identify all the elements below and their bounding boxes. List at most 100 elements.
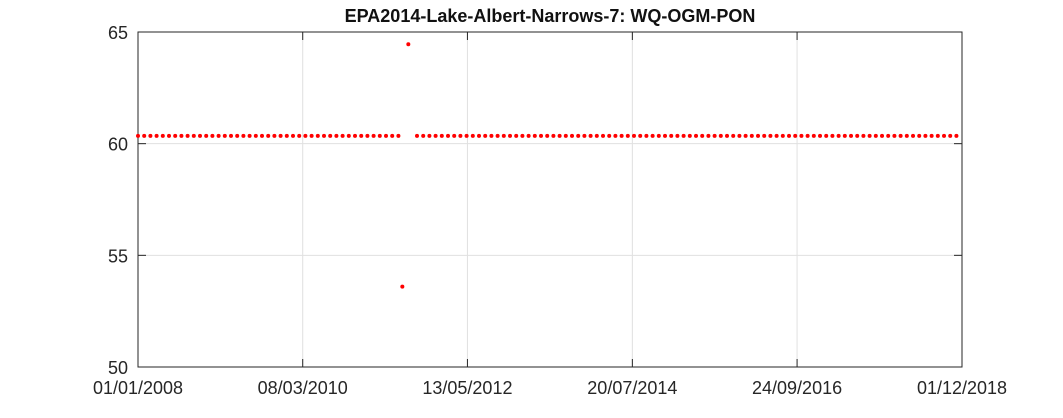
data-point bbox=[917, 133, 922, 138]
data-point bbox=[433, 133, 438, 138]
data-point bbox=[483, 133, 488, 138]
y-tick-label: 55 bbox=[108, 246, 128, 266]
data-point bbox=[371, 133, 376, 138]
data-point bbox=[148, 133, 153, 138]
data-point bbox=[954, 133, 959, 138]
data-point bbox=[315, 133, 320, 138]
x-tick-label: 13/05/2012 bbox=[422, 378, 512, 398]
data-point bbox=[650, 133, 655, 138]
data-point bbox=[570, 133, 575, 138]
data-point bbox=[638, 133, 643, 138]
data-point bbox=[557, 133, 562, 138]
data-point bbox=[793, 133, 798, 138]
data-point bbox=[625, 133, 630, 138]
data-point bbox=[191, 133, 196, 138]
data-point bbox=[880, 133, 885, 138]
data-point bbox=[774, 133, 779, 138]
data-point bbox=[687, 133, 692, 138]
data-point bbox=[799, 133, 804, 138]
data-point bbox=[588, 133, 593, 138]
data-point bbox=[229, 133, 234, 138]
data-point bbox=[811, 133, 816, 138]
data-point bbox=[179, 133, 184, 138]
data-point bbox=[501, 133, 506, 138]
data-point bbox=[154, 133, 159, 138]
x-tick-label: 08/03/2010 bbox=[258, 378, 348, 398]
data-point bbox=[284, 133, 289, 138]
data-point bbox=[768, 133, 773, 138]
data-point bbox=[353, 133, 358, 138]
data-point bbox=[377, 133, 382, 138]
data-point bbox=[520, 133, 525, 138]
data-point bbox=[762, 133, 767, 138]
data-point bbox=[613, 133, 618, 138]
data-point bbox=[477, 133, 482, 138]
data-point bbox=[173, 133, 178, 138]
data-point bbox=[390, 133, 395, 138]
data-point bbox=[421, 133, 426, 138]
data-point bbox=[855, 133, 860, 138]
data-point bbox=[594, 133, 599, 138]
data-point bbox=[681, 133, 686, 138]
data-point bbox=[346, 133, 351, 138]
data-point bbox=[532, 133, 537, 138]
data-point-outlier bbox=[400, 284, 405, 289]
data-point bbox=[923, 133, 928, 138]
data-point bbox=[452, 133, 457, 138]
data-point bbox=[508, 133, 513, 138]
data-point bbox=[731, 133, 736, 138]
x-tick-label: 01/12/2018 bbox=[917, 378, 1007, 398]
data-point bbox=[470, 133, 475, 138]
data-point bbox=[787, 133, 792, 138]
data-point bbox=[359, 133, 364, 138]
data-point bbox=[582, 133, 587, 138]
data-point bbox=[904, 133, 909, 138]
data-point bbox=[278, 133, 283, 138]
data-point bbox=[669, 133, 674, 138]
data-point bbox=[328, 133, 333, 138]
data-point bbox=[675, 133, 680, 138]
data-point bbox=[644, 133, 649, 138]
data-point bbox=[439, 133, 444, 138]
data-point bbox=[266, 133, 271, 138]
x-tick-label: 01/01/2008 bbox=[93, 378, 183, 398]
data-point bbox=[514, 133, 519, 138]
y-tick-label: 65 bbox=[108, 23, 128, 43]
data-point bbox=[489, 133, 494, 138]
data-point-outlier bbox=[406, 42, 411, 47]
data-point bbox=[322, 133, 327, 138]
data-point bbox=[576, 133, 581, 138]
data-point bbox=[303, 133, 308, 138]
data-point bbox=[340, 133, 345, 138]
data-point bbox=[663, 133, 668, 138]
data-point bbox=[291, 133, 296, 138]
data-point bbox=[886, 133, 891, 138]
data-point bbox=[873, 133, 878, 138]
data-point bbox=[235, 133, 240, 138]
data-point bbox=[136, 133, 140, 138]
data-point bbox=[718, 133, 723, 138]
data-point bbox=[849, 133, 854, 138]
data-point bbox=[260, 133, 265, 138]
data-point bbox=[842, 133, 847, 138]
data-point bbox=[160, 133, 165, 138]
x-tick-label: 24/09/2016 bbox=[752, 378, 842, 398]
chart-title: EPA2014-Lake-Albert-Narrows-7: WQ-OGM-PO… bbox=[344, 6, 756, 26]
data-point bbox=[780, 133, 785, 138]
data-point bbox=[495, 133, 500, 138]
data-point bbox=[464, 133, 469, 138]
plot-frame bbox=[137, 31, 963, 368]
data-point bbox=[458, 133, 463, 138]
data-point bbox=[142, 133, 147, 138]
data-point bbox=[272, 133, 277, 138]
data-point bbox=[836, 133, 841, 138]
data-point bbox=[396, 133, 401, 138]
data-point bbox=[551, 133, 556, 138]
data-point bbox=[539, 133, 544, 138]
data-point bbox=[632, 133, 637, 138]
data-point bbox=[365, 133, 370, 138]
data-point bbox=[818, 133, 823, 138]
x-tick-label: 20/07/2014 bbox=[587, 378, 677, 398]
data-point bbox=[204, 133, 209, 138]
